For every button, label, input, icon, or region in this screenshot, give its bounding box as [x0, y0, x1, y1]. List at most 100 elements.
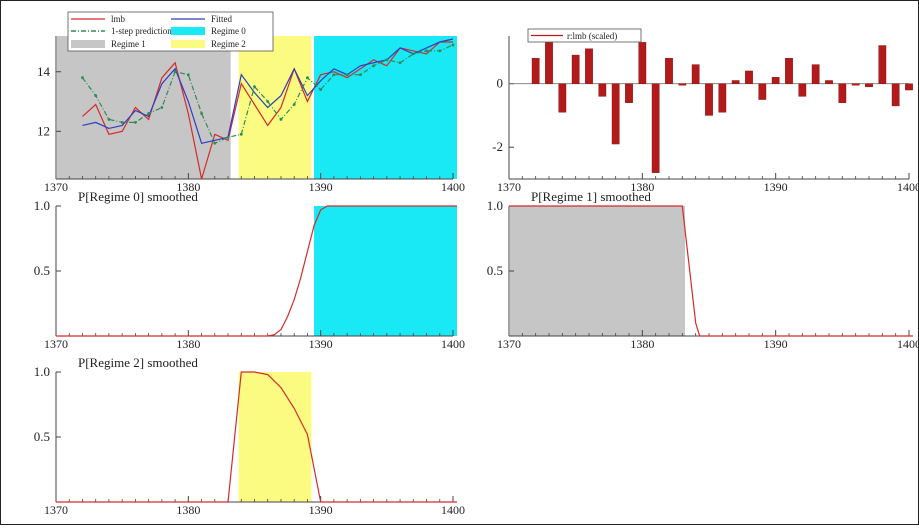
residual-bar: [545, 42, 553, 84]
residual-bar: [598, 83, 607, 97]
legend-label: Regime 1: [111, 39, 146, 49]
x-tick-label: 1400: [897, 337, 918, 351]
regime-region: [510, 206, 685, 336]
panel-title: P[Regime 2] smoothed: [78, 355, 198, 370]
residual-bar: [665, 58, 673, 84]
y-tick-label: -2: [492, 139, 503, 154]
regime-region: [314, 36, 457, 179]
prediction-point: [239, 132, 243, 136]
prediction-point: [398, 61, 402, 65]
y-tick-label: 12: [37, 123, 50, 138]
residual-bar: [638, 42, 647, 84]
residual-bar: [531, 58, 540, 84]
prediction-point: [120, 120, 124, 124]
legend-swatch: [71, 40, 105, 48]
regime-region: [57, 36, 231, 179]
residual-bar: [731, 80, 740, 84]
prediction-point: [306, 76, 309, 80]
legend-label: Regime 0: [211, 26, 246, 36]
residual-bar: [758, 83, 767, 100]
prediction-point: [332, 73, 336, 77]
y-tick-label: 0.5: [487, 263, 503, 278]
prediction-point: [266, 100, 270, 103]
x-tick-label: 1390: [764, 337, 788, 351]
panel-lmb-fitted: 1370 1380 1390 1400 12 14 lmb Fitted 1-step pred…: [37, 11, 465, 194]
probability-line: [56, 371, 457, 503]
legend-label: lmb: [111, 14, 126, 24]
residual-bar: [558, 83, 567, 113]
x-tick-label: 1370: [44, 180, 68, 194]
y-tick-label: 1.0: [34, 198, 50, 213]
residual-bar: [771, 77, 780, 84]
probability-line: [509, 205, 913, 337]
residual-bar: [838, 83, 847, 103]
residual-bar: [825, 80, 833, 84]
residual-bar: [811, 64, 820, 84]
y-tick-label: 1.0: [34, 364, 50, 379]
prediction-point: [425, 49, 428, 53]
y-tick-label: 14: [37, 64, 51, 79]
series-line-fitted: [82, 38, 454, 145]
prediction-point: [213, 141, 217, 145]
residual-bar: [691, 64, 700, 84]
regime-region: [314, 206, 457, 336]
residual-bar: [878, 45, 887, 84]
prediction-point: [160, 106, 164, 109]
prediction-point: [147, 112, 151, 115]
prediction-point: [107, 118, 111, 121]
prediction-point: [134, 120, 137, 124]
x-tick-label: 1400: [441, 503, 465, 517]
x-tick-label: 1380: [176, 503, 200, 517]
series-line-prediction: [82, 44, 454, 145]
series-line-lmb: [82, 41, 453, 180]
y-tick-label: 1.0: [487, 198, 503, 213]
x-tick-label: 1370: [44, 503, 68, 517]
legend-label: Fitted: [211, 14, 233, 24]
x-tick-label: 1390: [309, 180, 333, 194]
regime-region: [238, 36, 312, 179]
legend-swatch: [171, 40, 205, 48]
probability-line: [56, 205, 457, 337]
prediction-point: [438, 49, 442, 53]
prediction-point: [279, 118, 283, 121]
panel-regime-1-smoothed: 1370 1380 1390 1400 0.5 1.0 P[Regime 1] smooth…: [487, 189, 919, 351]
residual-bar: [678, 83, 687, 86]
prediction-point: [319, 88, 323, 92]
prediction-point: [226, 135, 230, 139]
legend-box: [527, 28, 642, 43]
prediction-point: [372, 64, 375, 68]
prediction-point: [94, 94, 98, 97]
legend-label: 1-step prediction: [111, 26, 172, 36]
legend-label: r:lmb (scaled): [567, 31, 617, 41]
x-tick-label: 1370: [44, 337, 68, 351]
y-tick-label: 0: [497, 76, 504, 91]
x-tick-label: 1370: [497, 180, 521, 194]
x-tick-label: 1370: [497, 337, 521, 351]
prediction-point: [173, 70, 177, 74]
residual-bar: [585, 48, 593, 84]
residual-bar: [705, 83, 713, 116]
y-tick-label: 0.5: [34, 263, 50, 278]
panel-residuals: 1370 1380 1390 1400 -2 0 r:lmb (scaled): [492, 28, 919, 194]
legend-swatch: [171, 27, 205, 35]
residual-bar: [798, 83, 807, 97]
residual-bar: [851, 83, 860, 86]
legend: r:lmb (scaled): [527, 28, 642, 43]
prediction-point: [253, 85, 256, 89]
residual-bar: [891, 83, 900, 107]
x-tick-label: 1390: [764, 180, 788, 194]
residual-bar: [625, 83, 633, 103]
panel-title: P[Regime 1] smoothed: [531, 189, 651, 204]
residual-bar: [611, 83, 620, 145]
residual-bar: [785, 58, 793, 84]
regime-region: [238, 372, 312, 502]
x-tick-label: 1400: [897, 180, 918, 194]
x-tick-label: 1390: [309, 503, 333, 517]
residual-bar: [571, 54, 580, 84]
prediction-point: [385, 58, 389, 62]
residual-bar: [651, 83, 660, 173]
y-tick-label: 0.5: [34, 429, 50, 444]
prediction-point: [200, 112, 203, 115]
